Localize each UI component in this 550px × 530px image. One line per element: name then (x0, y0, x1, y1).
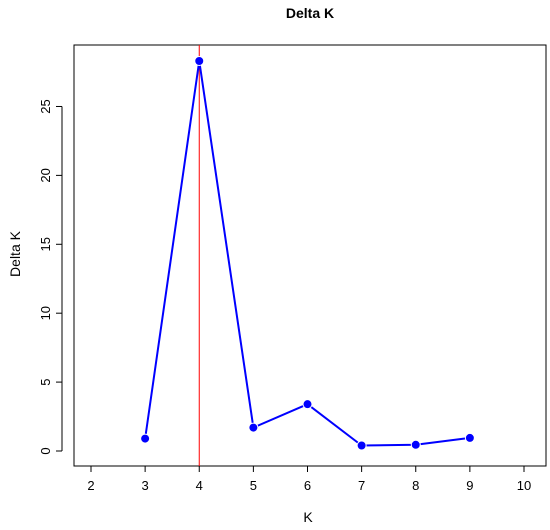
x-tick-label: 2 (87, 478, 94, 493)
data-point (410, 439, 421, 450)
x-tick-label: 6 (304, 478, 311, 493)
y-axis: 0 5 10 15 20 25 (38, 99, 63, 455)
x-tick-label: 4 (196, 478, 203, 493)
y-tick-label: 10 (38, 306, 53, 320)
series-line (144, 60, 471, 447)
x-axis-label: K (303, 509, 313, 525)
x-tick-label: 5 (250, 478, 257, 493)
data-point (140, 433, 151, 444)
y-tick-label: 20 (38, 168, 53, 182)
x-axis: 2 3 4 5 6 7 8 9 10 (87, 465, 531, 493)
x-tick-label: 9 (466, 478, 473, 493)
x-tick-label: 3 (142, 478, 149, 493)
x-tick-label: 10 (517, 478, 531, 493)
chart-title: Delta K (286, 5, 334, 21)
data-point (194, 56, 205, 66)
y-tick-label: 5 (38, 378, 53, 385)
y-axis-label: Delta K (7, 230, 23, 277)
data-point (356, 440, 367, 451)
y-tick-label: 15 (38, 237, 53, 251)
data-point (248, 422, 259, 433)
data-point (302, 399, 313, 410)
series-layer (140, 56, 475, 451)
y-tick-label: 0 (38, 447, 53, 454)
x-tick-label: 7 (358, 478, 365, 493)
data-point (464, 432, 475, 443)
x-tick-label: 8 (412, 478, 419, 493)
y-tick-label: 25 (38, 99, 53, 113)
